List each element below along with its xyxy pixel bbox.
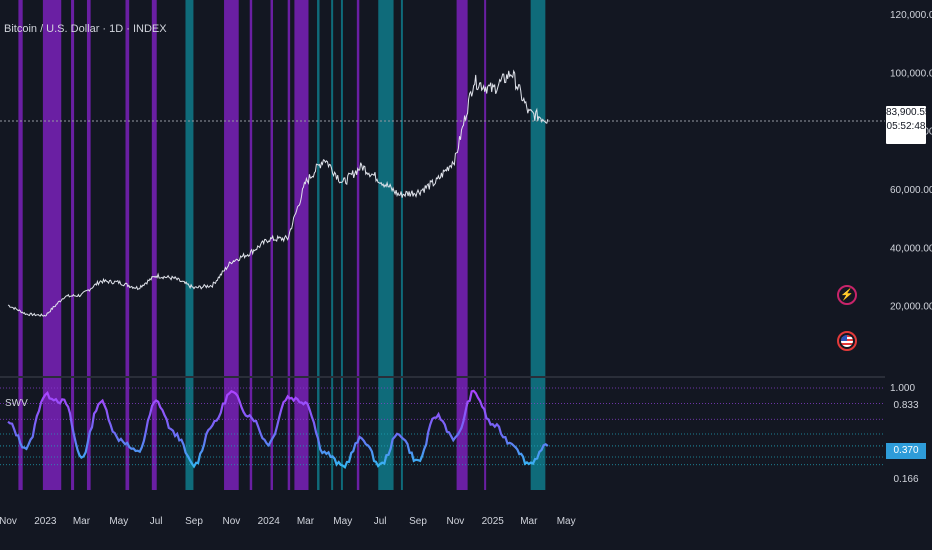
indicator-current-value: 0.370 xyxy=(886,443,926,459)
price-tick-label: 120,000.00 xyxy=(890,10,932,21)
highlight-band xyxy=(71,0,75,490)
highlight-band xyxy=(530,0,546,490)
lightning-icon[interactable]: ⚡ xyxy=(837,285,857,305)
highlight-band xyxy=(378,0,394,490)
chart-title: Bitcoin / U.S. Dollar · 1D · INDEX xyxy=(4,23,167,35)
highlight-band xyxy=(270,0,273,490)
oscillator-line xyxy=(7,389,549,469)
bar-countdown: 05:52:48 xyxy=(886,121,926,132)
time-tick-label: Sep xyxy=(409,516,427,527)
time-tick-label: Jul xyxy=(150,516,163,527)
price-tick-label: 100,000.00 xyxy=(890,68,932,79)
time-tick-label: Jul xyxy=(374,516,387,527)
time-tick-label: Mar xyxy=(520,516,538,527)
highlight-band xyxy=(249,0,253,490)
time-tick-label: May xyxy=(333,516,352,527)
highlight-band xyxy=(42,0,62,490)
time-tick-label: Nov xyxy=(446,516,464,527)
highlight-band xyxy=(456,0,468,490)
highlight-band xyxy=(224,0,239,490)
price-tick-label: 60,000.00 xyxy=(890,185,932,196)
time-tick-label: Nov xyxy=(0,516,17,527)
highlight-band xyxy=(151,0,157,490)
highlight-band xyxy=(340,0,343,490)
time-tick-label: Mar xyxy=(297,516,315,527)
indicator-label: SWV xyxy=(5,398,28,409)
time-tick-label: May xyxy=(557,516,576,527)
highlight-band xyxy=(86,0,91,490)
time-tick-label: 2025 xyxy=(482,516,505,527)
time-tick-label: Nov xyxy=(222,516,240,527)
indicator-level-top: 1.000 xyxy=(890,383,915,394)
us-flag-icon[interactable] xyxy=(837,331,857,351)
last-price-badge: 83,900.55 05:52:48 xyxy=(886,106,931,144)
price-tick-label: 40,000.00 xyxy=(890,243,932,254)
time-tick-label: Mar xyxy=(73,516,91,527)
time-tick-label: 2023 xyxy=(34,516,57,527)
time-tick-label: 2024 xyxy=(258,516,281,527)
highlight-band xyxy=(185,0,194,490)
highlight-band xyxy=(317,0,320,490)
time-tick-label: May xyxy=(109,516,128,527)
time-axis: Nov 2023 Mar May Jul Sep Nov 2024 Mar May Jul Sep No… xyxy=(0,516,576,527)
highlight-band xyxy=(484,0,487,490)
highlight-band xyxy=(125,0,130,490)
price-tick-label: 20,000.00 xyxy=(890,302,932,313)
highlight-band xyxy=(331,0,334,490)
indicator-level-low: 0.166 xyxy=(886,472,926,488)
highlight-band xyxy=(400,0,403,490)
price-axis: 20,000.0040,000.0060,000.0080,000.00100,… xyxy=(890,10,932,313)
highlight-band xyxy=(294,0,309,490)
highlight-band xyxy=(287,0,291,490)
last-price-value: 83,900.55 xyxy=(886,107,931,118)
time-tick-label: Sep xyxy=(185,516,203,527)
highlight-band xyxy=(356,0,360,490)
highlight-band xyxy=(18,0,23,490)
indicator-level-high: 0.833 xyxy=(886,398,926,414)
price-line xyxy=(7,69,549,317)
highlight-bands xyxy=(18,0,546,490)
